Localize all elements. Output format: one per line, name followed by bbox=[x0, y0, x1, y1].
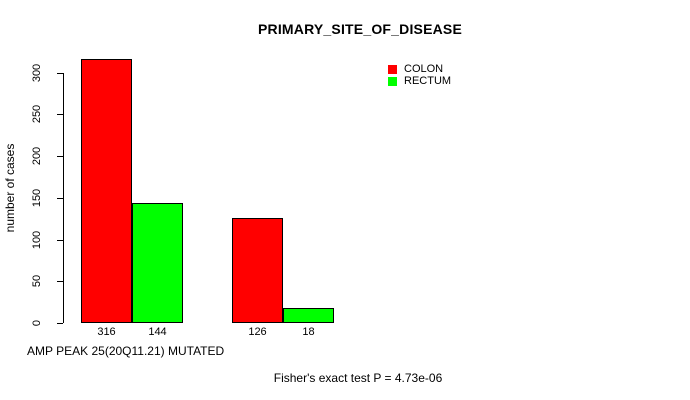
bar-rectum bbox=[283, 308, 334, 323]
bar-value-label: 144 bbox=[148, 326, 167, 338]
x-axis-caption: AMP PEAK 25(20Q11.21) MUTATED bbox=[27, 344, 225, 358]
y-tick bbox=[57, 239, 63, 241]
y-tick-label: 150 bbox=[31, 188, 43, 207]
legend: COLON RECTUM bbox=[388, 64, 451, 88]
legend-item: COLON bbox=[388, 63, 451, 75]
bar-value-label: 18 bbox=[302, 326, 315, 338]
y-tick-label: 100 bbox=[31, 230, 43, 249]
y-tick-label: 300 bbox=[31, 63, 43, 82]
bar-value-label: 126 bbox=[248, 326, 267, 338]
y-tick bbox=[57, 323, 63, 324]
footnote: Fisher's exact test P = 4.73e-06 bbox=[273, 371, 443, 385]
y-tick-label: 0 bbox=[31, 319, 43, 327]
legend-swatch bbox=[388, 64, 397, 74]
legend-item: RECTUM bbox=[388, 75, 452, 87]
chart-title: PRIMARY_SITE_OF_DISEASE bbox=[257, 21, 463, 37]
y-tick-label: 200 bbox=[31, 146, 43, 166]
bar-value-label: 316 bbox=[97, 326, 116, 338]
y-axis-label: number of cases bbox=[3, 143, 17, 233]
y-tick bbox=[57, 72, 63, 74]
y-tick-label: 250 bbox=[31, 105, 43, 124]
bar-rectum bbox=[132, 203, 183, 323]
y-tick bbox=[57, 156, 63, 157]
y-tick bbox=[57, 281, 63, 283]
bar-colon bbox=[232, 218, 283, 323]
y-tick bbox=[57, 114, 63, 116]
y-axis bbox=[63, 72, 64, 323]
y-tick bbox=[57, 197, 63, 199]
bar-colon bbox=[81, 59, 132, 323]
legend-label: RECTUM bbox=[404, 75, 452, 87]
legend-label: COLON bbox=[404, 63, 444, 75]
legend-swatch bbox=[388, 76, 397, 86]
y-tick-label: 50 bbox=[31, 275, 43, 288]
